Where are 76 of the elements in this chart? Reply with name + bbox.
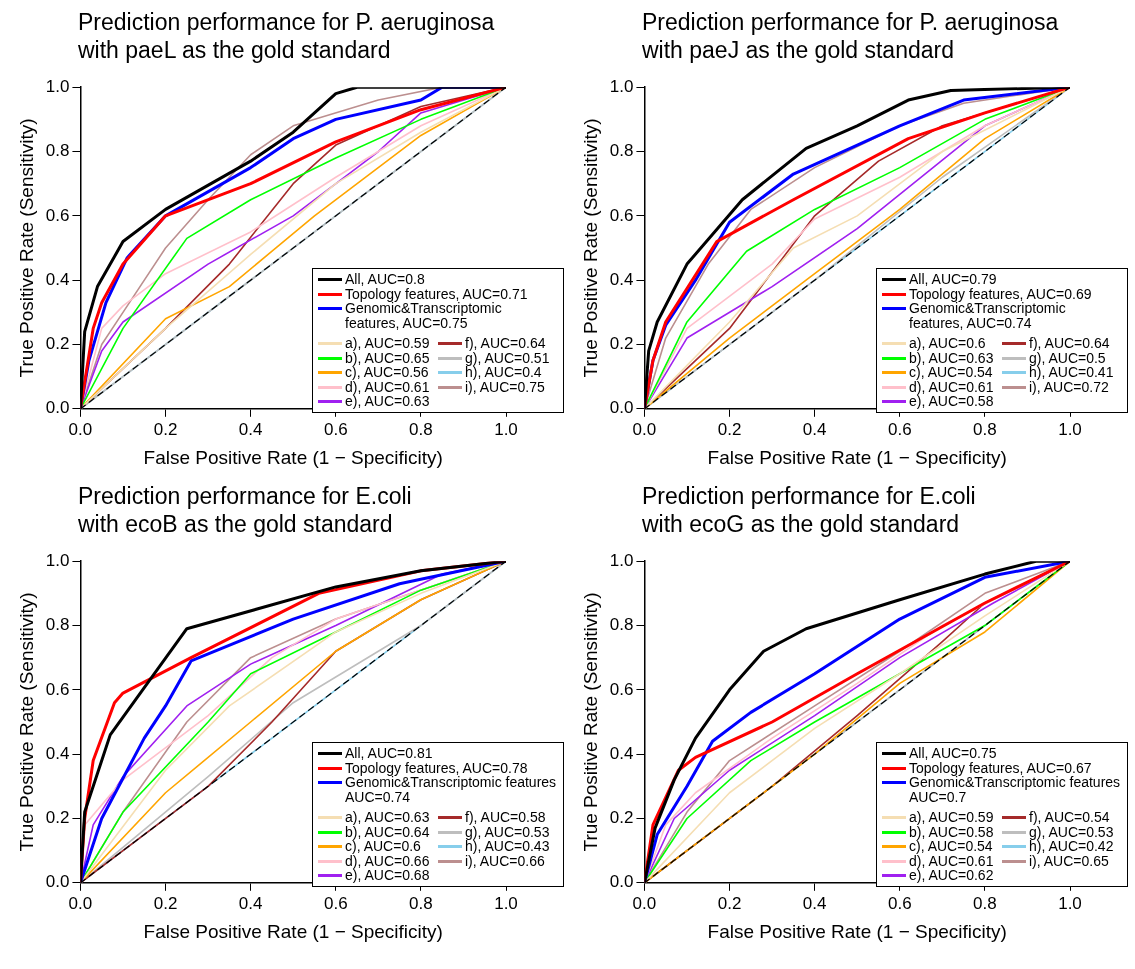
y-tick-label: 1.0 [609,550,634,570]
legend-label: All, AUC=0.79 [909,271,997,288]
x-tick-label: 0.8 [409,893,433,913]
x-tick-label: 0.6 [323,419,348,439]
x-tick-label: 0.0 [632,419,657,439]
y-tick-label: 0.2 [609,808,634,828]
chart-title: Prediction performance for E.coli with ecoG as the gold standard [641,482,977,539]
legend-label: Topology features, AUC=0.67 [909,759,1092,776]
legend-label: a), AUC=0.59 [345,335,430,352]
y-tick-label: 0.4 [609,743,634,763]
x-tick-label: 1.0 [494,419,518,439]
legend-label: All, AUC=0.81 [345,745,433,762]
y-tick-label: 0.2 [45,334,70,354]
chart-title: Prediction performance for E.coli with ecoB as the gold standard [77,482,413,539]
x-tick-label: 0.8 [409,419,433,439]
x-tick-label: 0.0 [68,893,93,913]
y-axis-title: True Positive Rate (Sensitivity) [579,592,601,852]
y-tick-label: 0.0 [609,872,634,892]
y-axis-title: True Positive Rate (Sensitivity) [579,118,601,378]
y-tick-label: 0.6 [609,679,634,699]
y-tick-label: 1.0 [45,550,70,570]
y-tick-label: 0.8 [609,615,634,635]
legend-label: a), AUC=0.63 [345,809,430,826]
legend-label: f), AUC=0.64 [1029,335,1110,352]
x-tick-label: 0.0 [632,893,657,913]
x-tick-label: 0.2 [153,893,178,913]
y-tick-label: 0.8 [45,615,70,635]
x-tick-label: 0.6 [887,419,912,439]
y-tick-label: 0.0 [609,398,634,418]
x-tick-label: 0.8 [973,893,997,913]
x-tick-label: 0.2 [717,419,742,439]
legend-label: Topology features, AUC=0.71 [345,285,528,302]
x-tick-label: 1.0 [1058,419,1082,439]
y-axis-title: True Positive Rate (Sensitivity) [15,592,37,852]
y-tick-label: 0.4 [45,269,70,289]
legend-label: Topology features, AUC=0.78 [345,759,528,776]
y-tick-label: 0.0 [45,398,70,418]
x-tick-label: 0.6 [887,893,912,913]
x-axis-title: False Positive Rate (1 − Specificity) [707,920,1007,942]
x-tick-label: 0.0 [68,419,93,439]
y-tick-label: 0.8 [609,141,634,161]
x-tick-label: 1.0 [494,893,518,913]
y-axis-title: True Positive Rate (Sensitivity) [15,118,37,378]
x-tick-label: 0.8 [973,419,997,439]
y-tick-label: 0.6 [45,679,70,699]
x-axis-title: False Positive Rate (1 − Specificity) [707,446,1007,468]
legend-label: Topology features, AUC=0.69 [909,285,1092,302]
y-tick-label: 0.6 [45,205,70,225]
x-tick-label: 0.4 [238,419,263,439]
y-tick-label: 0.8 [45,141,70,161]
legend-label: f), AUC=0.54 [1029,809,1110,826]
chart-title: Prediction performance for P. aeruginosa with paeL as the gold standard [77,8,496,65]
legend-label: a), AUC=0.6 [909,335,986,352]
legend-label: All, AUC=0.75 [909,745,997,762]
legend-label: All, AUC=0.8 [345,271,425,288]
legend-label: f), AUC=0.58 [465,809,546,826]
x-tick-label: 0.2 [153,419,178,439]
x-axis-title: False Positive Rate (1 − Specificity) [143,446,443,468]
x-axis-title: False Positive Rate (1 − Specificity) [143,920,443,942]
y-tick-label: 0.4 [609,269,634,289]
x-tick-label: 0.6 [323,893,348,913]
legend-label: a), AUC=0.59 [909,809,994,826]
y-tick-label: 1.0 [45,76,70,96]
x-tick-label: 1.0 [1058,893,1082,913]
x-tick-label: 0.4 [238,893,263,913]
x-tick-label: 0.4 [802,419,827,439]
x-tick-label: 0.2 [717,893,742,913]
y-tick-label: 0.6 [609,205,634,225]
legend-label: f), AUC=0.64 [465,335,546,352]
chart-title: Prediction performance for P. aeruginosa with paeJ as the gold standard [641,8,1060,65]
y-tick-label: 1.0 [609,76,634,96]
y-tick-label: 0.2 [609,334,634,354]
y-tick-label: 0.0 [45,872,70,892]
x-tick-label: 0.4 [802,893,827,913]
y-tick-label: 0.4 [45,743,70,763]
y-tick-label: 0.2 [45,808,70,828]
